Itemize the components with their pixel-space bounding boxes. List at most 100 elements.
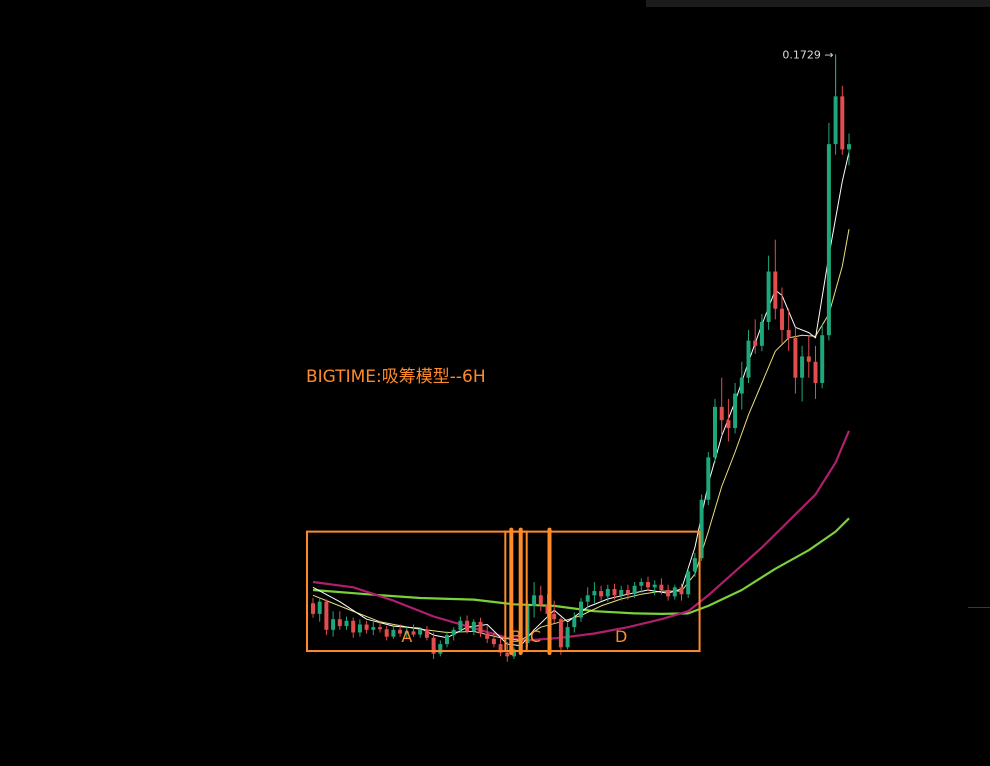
candle-body	[391, 629, 396, 637]
candle-body	[713, 406, 717, 458]
candle	[679, 583, 684, 601]
zone-label-d: D	[615, 627, 627, 646]
candle	[699, 494, 704, 561]
candle	[585, 587, 590, 609]
candle	[331, 611, 336, 637]
candle	[719, 377, 724, 437]
candle-body	[384, 629, 389, 637]
candle-body	[833, 96, 838, 145]
candle-body	[847, 144, 851, 150]
candle-body	[800, 356, 805, 378]
candle-body	[639, 582, 644, 586]
candle	[666, 584, 671, 601]
candle-body	[646, 582, 650, 588]
candle-body	[585, 595, 590, 602]
candle-body	[652, 584, 657, 588]
candle	[840, 85, 845, 155]
candle-body	[699, 499, 704, 559]
candle	[780, 287, 784, 344]
candle-body	[404, 631, 409, 634]
candle-body	[565, 627, 570, 648]
zone-label-c: C	[530, 627, 541, 646]
candle	[545, 594, 550, 618]
right-edge-tick	[968, 607, 990, 608]
candle-body	[773, 271, 778, 309]
candle	[847, 133, 851, 166]
candle	[605, 584, 610, 602]
candle-body	[418, 629, 423, 635]
candle	[445, 631, 449, 648]
candle	[491, 632, 496, 648]
candle	[739, 361, 744, 410]
candle	[659, 578, 664, 595]
candle-body	[599, 591, 604, 597]
candle-body	[746, 340, 751, 378]
candle	[344, 616, 349, 630]
candle	[813, 345, 818, 399]
candle-body	[545, 604, 550, 614]
candle-body	[458, 620, 463, 630]
peak-marker: 0.1729 →	[782, 48, 837, 95]
candle-body	[572, 617, 577, 628]
candle	[820, 324, 825, 389]
candle	[692, 552, 697, 577]
candle	[498, 637, 503, 657]
candle	[733, 383, 738, 434]
ma-line-long	[312, 517, 850, 615]
candle-body	[592, 591, 597, 596]
candle-body	[398, 629, 403, 634]
candle	[625, 584, 630, 600]
candle-body	[552, 613, 557, 620]
candle	[726, 398, 731, 442]
candle-body	[733, 393, 738, 429]
candle-body	[357, 624, 362, 633]
candle-body	[579, 601, 583, 618]
candle-body	[780, 308, 784, 330]
candle-body	[826, 144, 831, 336]
candle	[672, 584, 677, 600]
candle	[773, 239, 778, 320]
candle	[357, 619, 362, 637]
candle	[619, 585, 624, 601]
candle	[793, 327, 798, 394]
candle-body	[478, 621, 483, 634]
candle	[572, 612, 577, 633]
candle	[378, 620, 382, 633]
candle	[538, 585, 543, 612]
candle-body	[344, 620, 349, 627]
candle	[512, 647, 516, 659]
candle	[478, 617, 483, 637]
candle	[404, 627, 409, 639]
candle	[599, 585, 604, 601]
candle-body	[471, 621, 476, 632]
candle-body	[793, 337, 798, 378]
candle-body	[498, 644, 503, 653]
candle	[391, 627, 396, 639]
candle	[532, 582, 537, 618]
candle-body	[759, 321, 764, 346]
candle	[418, 627, 423, 638]
candle-body	[364, 624, 369, 630]
zone-box-overall	[306, 530, 701, 653]
candle-body	[445, 635, 449, 645]
candle-body	[625, 590, 630, 595]
candle	[632, 582, 637, 598]
chart-title: BIGTIME:吸筹模型--6H	[306, 367, 486, 387]
candle-body	[706, 457, 711, 500]
candle	[746, 329, 751, 383]
candle-body	[672, 587, 677, 597]
moving-averages	[312, 151, 851, 647]
candle-body	[538, 595, 543, 605]
candle	[371, 621, 376, 636]
candle	[317, 597, 322, 622]
candle	[753, 319, 758, 354]
candle	[800, 345, 805, 402]
candle-body	[485, 633, 490, 639]
candle	[311, 597, 315, 618]
candle	[438, 640, 443, 657]
candle-body	[371, 627, 376, 630]
candle-body	[558, 619, 563, 648]
